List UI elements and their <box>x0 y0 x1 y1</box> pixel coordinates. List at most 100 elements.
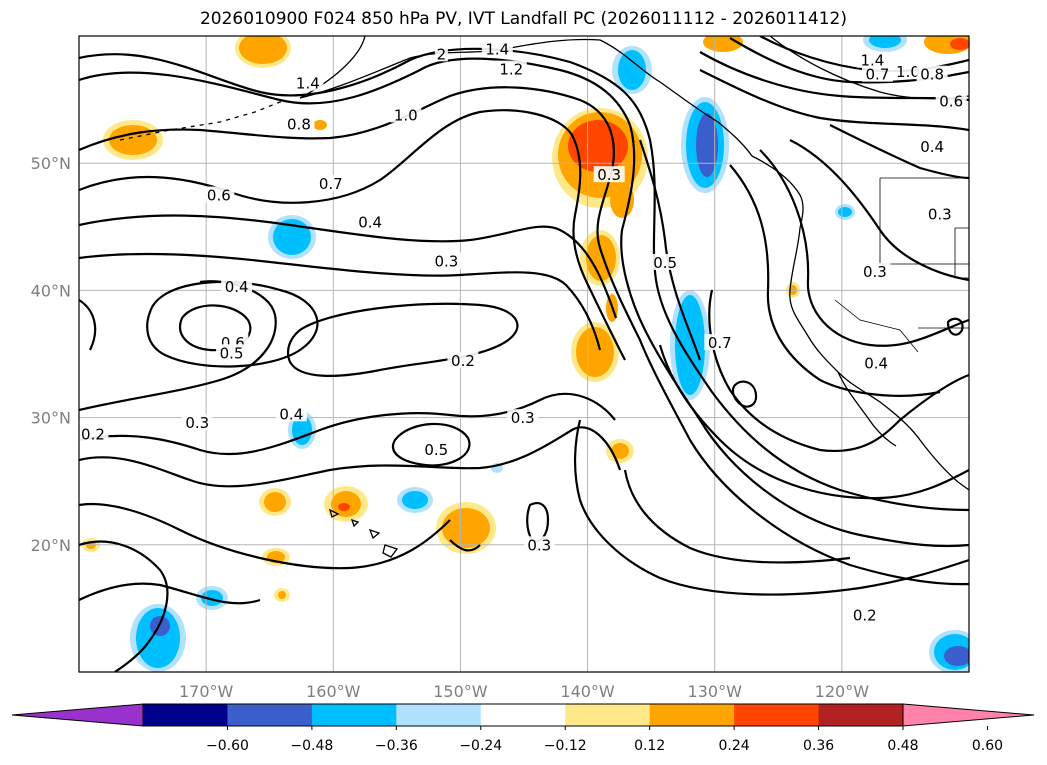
contour-label-bg <box>390 106 422 123</box>
lat-tick-label: 30°N <box>31 409 71 428</box>
contour-label-bg <box>315 175 347 192</box>
contour-label-bg <box>216 344 248 361</box>
contour-label: 0.3 <box>597 166 621 184</box>
colorbar-frame <box>142 703 904 727</box>
contour-label-bg <box>523 536 555 553</box>
contour-label: 0.2 <box>451 352 475 370</box>
contour-label-bg <box>507 409 539 426</box>
contour-label-bg <box>203 186 235 203</box>
pv-contour <box>79 214 618 319</box>
contour-label-bg <box>79 425 109 442</box>
contour-label: 0.2 <box>853 606 877 624</box>
colorbar-tick-label: 0.24 <box>719 738 750 754</box>
lon-tick-label: 140°W <box>560 682 615 701</box>
colorbar-tick-label: −0.36 <box>375 738 418 754</box>
contour-label: 0.3 <box>527 536 551 554</box>
contour-label-bg <box>849 606 881 623</box>
pv-contour <box>79 57 969 548</box>
contour-label: 1.0 <box>394 106 418 124</box>
contour-label-bg <box>892 63 924 80</box>
pv-contour <box>829 124 969 180</box>
pv-contour <box>658 344 969 500</box>
pv-contour <box>699 69 969 132</box>
lat-tick-label: 20°N <box>31 536 71 555</box>
pv-contour <box>79 582 261 605</box>
pv-contour <box>79 392 616 456</box>
contour-label: 0.3 <box>928 206 952 224</box>
lat-tick-label: 40°N <box>31 281 71 300</box>
contour-label-bg <box>221 278 253 295</box>
contour-label-bg <box>275 405 307 422</box>
colorbar-tick-label: −0.48 <box>290 738 333 754</box>
colorbar-tick-label: −0.24 <box>459 738 502 754</box>
contour-label-bg <box>354 213 386 230</box>
pv-contour <box>449 539 481 552</box>
colorbar-tick-label: −0.12 <box>544 738 587 754</box>
contour-label-bg <box>447 351 479 368</box>
contour-label: 0.7 <box>708 334 732 352</box>
contour-label: 0.7 <box>866 66 890 84</box>
axis-labels: 170°W 160°W 150°W 140°W 130°W 120°W 50°N 40°N 30… <box>31 154 870 701</box>
colorbar-box <box>227 704 313 726</box>
contour-labels: 1.40.8 1.01.21.420.60.70.40.30.30.50.40.6… <box>79 40 967 624</box>
contour-label: 0.4 <box>864 354 888 372</box>
contour-label: 0.5 <box>653 254 677 272</box>
contour-label: 0.8 <box>287 115 311 133</box>
contour-label-bg <box>434 45 448 62</box>
colorbar-box <box>818 704 904 726</box>
pv-contour <box>79 47 969 512</box>
contour-label: 2 <box>437 45 447 63</box>
contour-label: 0.4 <box>358 213 382 231</box>
colorbar-tick-label: 0.48 <box>887 738 918 754</box>
pv-contour <box>729 164 941 397</box>
contour-label: 0.3 <box>185 414 209 432</box>
colorbar-box <box>734 704 820 726</box>
contour-label: 1.4 <box>860 52 884 70</box>
lon-tick-label: 120°W <box>815 682 870 701</box>
contour-label: 0.5 <box>424 441 448 459</box>
colorbar-tick-label: 0.12 <box>634 738 665 754</box>
colorbar-extend-high <box>902 703 1035 727</box>
contour-label: 0.3 <box>511 409 535 427</box>
figure-title: 2026010900 F024 850 hPa PV, IVT Landfall… <box>199 9 847 29</box>
map-panel[interactable]: 1.40.8 1.01.21.420.60.70.40.30.30.50.40.6… <box>77 28 981 674</box>
pv-contour <box>574 419 969 596</box>
contour-label: 1.0 <box>896 63 920 81</box>
contour-label-bg <box>495 60 527 77</box>
pv-contour <box>699 51 969 102</box>
pv-contour <box>759 149 969 347</box>
colorbar-extend-low <box>11 703 144 727</box>
pv-contour-closed-5b <box>392 422 471 467</box>
contour-label-bg <box>861 65 893 82</box>
colorbar-box <box>480 704 566 726</box>
colorbar: −0.60 −0.48 −0.36 −0.24 −0.12 0.12 0.24 0.36 0.4… <box>11 703 1035 754</box>
pv-contour-closed-small <box>731 380 758 408</box>
colorbar-box <box>565 704 651 726</box>
contour-label: 0.8 <box>920 66 944 84</box>
pv-contour <box>708 289 969 453</box>
contour-label-bg <box>916 138 948 155</box>
contour-label: 0.3 <box>863 263 887 281</box>
contour-label: 0.2 <box>81 426 105 444</box>
map-frame <box>78 35 970 673</box>
contour-label: 1.4 <box>485 40 509 58</box>
contour-label-bg <box>292 74 324 91</box>
colorbar-box <box>649 704 735 726</box>
contour-label: 0.7 <box>319 175 343 193</box>
contour-label: 0.4 <box>920 138 944 156</box>
lon-tick-label: 160°W <box>306 682 361 701</box>
lon-tick-label: 170°W <box>179 682 234 701</box>
pv-contour-closed-small2 <box>946 317 964 336</box>
contour-label: 0.4 <box>279 405 303 423</box>
colorbar-tick-label: 0.60 <box>972 738 1003 754</box>
aleutian-islands <box>119 99 286 141</box>
pv-contour <box>623 469 851 564</box>
pv-contour <box>79 503 451 570</box>
colorbar-box <box>143 704 228 726</box>
contour-label: 1.4 <box>296 75 320 93</box>
colorbar-tick-label: −0.60 <box>206 738 249 754</box>
contour-label-bg <box>283 115 315 132</box>
pv-contour <box>789 139 969 282</box>
lon-tick-label: 130°W <box>688 682 743 701</box>
